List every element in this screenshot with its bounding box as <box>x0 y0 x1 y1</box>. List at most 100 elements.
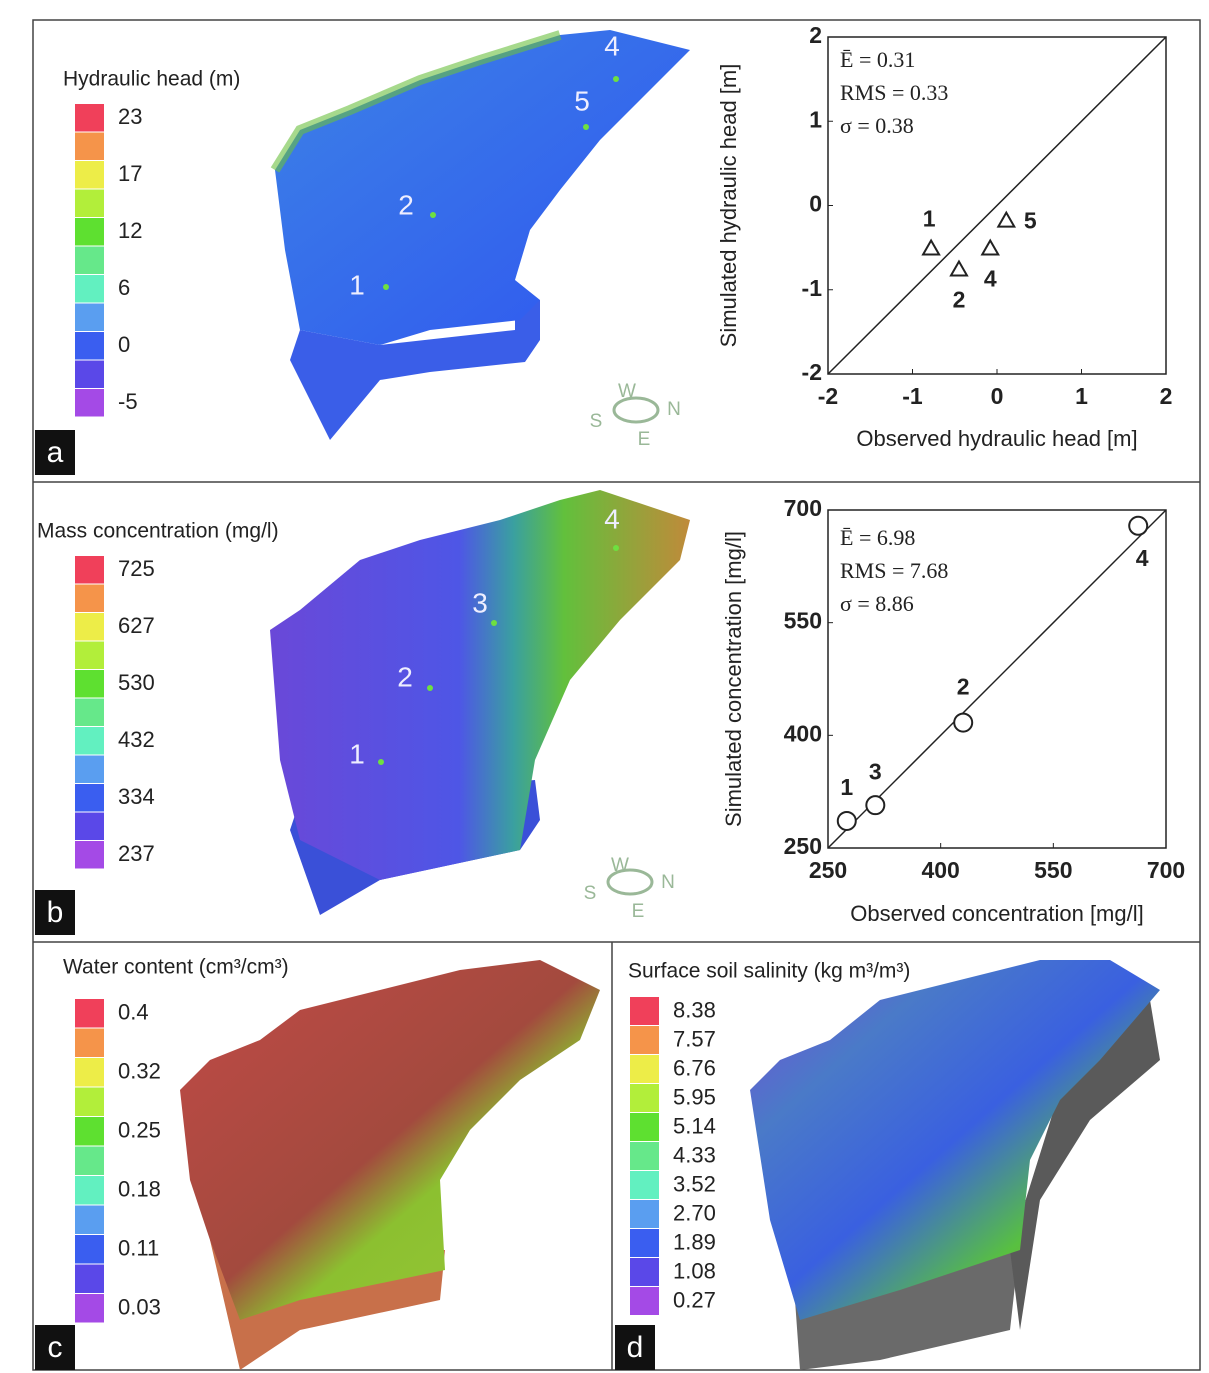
data-point <box>949 259 969 277</box>
y-axis-label: Simulated hydraulic head [m] <box>716 64 741 348</box>
legend-swatch <box>75 670 104 698</box>
terrain-map <box>270 30 690 440</box>
y-tick-label: 1 <box>809 106 822 132</box>
well-label: 4 <box>604 503 620 534</box>
stat-annotation: σ = 0.38 <box>840 113 914 138</box>
y-tick-label: 2 <box>809 22 822 48</box>
legend-swatch <box>630 1287 659 1315</box>
legend-swatch <box>75 812 104 840</box>
legend-swatch <box>75 841 104 869</box>
point-label: 2 <box>957 674 970 700</box>
terrain-map <box>270 490 690 915</box>
stat-annotation: σ = 8.86 <box>840 591 914 616</box>
well-label: 2 <box>397 661 413 692</box>
legend-label: 2.70 <box>673 1200 716 1225</box>
legend-swatch <box>75 727 104 755</box>
legend-swatch <box>75 132 104 160</box>
legend-label: 530 <box>118 670 155 695</box>
legend-label: 6 <box>118 275 130 300</box>
terrain-map <box>750 960 1160 1370</box>
legend-swatch <box>75 1028 104 1057</box>
legend-swatch <box>75 1294 104 1323</box>
legend-label: 627 <box>118 613 155 638</box>
legend-label: 432 <box>118 727 155 752</box>
legend-swatch <box>75 104 104 132</box>
legend-swatch <box>630 1084 659 1112</box>
x-tick-label: 700 <box>1147 857 1185 883</box>
terrain-map <box>180 960 600 1370</box>
legend-swatch <box>75 1087 104 1116</box>
y-axis-label: Simulated concentration [mg/l] <box>721 531 746 827</box>
well-label: 3 <box>472 587 488 618</box>
legend-label: 6.76 <box>673 1055 716 1080</box>
legend-swatch <box>630 1229 659 1257</box>
data-point <box>1128 515 1149 536</box>
x-tick-label: -1 <box>902 383 923 409</box>
data-point <box>996 210 1017 228</box>
compass-letter: E <box>638 429 651 450</box>
x-tick-label: 250 <box>809 857 847 883</box>
legend-label: 237 <box>118 841 155 866</box>
legend-swatch <box>75 1264 104 1293</box>
legend-swatch <box>75 784 104 812</box>
compass-letter: N <box>667 399 681 420</box>
well-label: 4 <box>604 30 620 61</box>
data-point <box>921 238 941 256</box>
x-tick-label: 400 <box>921 857 959 883</box>
legend-label: 0.32 <box>118 1059 161 1084</box>
legend-swatch <box>630 1258 659 1286</box>
y-tick-label: 550 <box>784 608 822 634</box>
identity-line <box>827 36 1167 375</box>
legend-swatch <box>630 1142 659 1170</box>
legend-swatch <box>75 246 104 274</box>
panel-letter-box <box>35 1325 75 1370</box>
well-label: 5 <box>574 85 590 116</box>
legend-swatch <box>75 218 104 246</box>
x-tick-label: 1 <box>1075 383 1088 409</box>
legend-label: 4.33 <box>673 1142 716 1167</box>
legend-swatch <box>75 755 104 783</box>
x-tick-label: 0 <box>991 383 1004 409</box>
legend-swatch <box>75 161 104 189</box>
legend-label: 0.25 <box>118 1118 161 1143</box>
well-label: 2 <box>398 189 414 220</box>
legend-swatch <box>75 275 104 303</box>
legend-label: 17 <box>118 161 142 186</box>
compass-letter: W <box>611 855 629 876</box>
x-tick-label: 550 <box>1034 857 1072 883</box>
point-label: 2 <box>953 287 966 313</box>
compass-icon <box>606 396 660 896</box>
legend-swatch <box>75 641 104 669</box>
y-tick-label: 250 <box>784 833 822 859</box>
legend-label: 0.27 <box>673 1287 716 1312</box>
legend-swatch <box>75 389 104 417</box>
point-label: 5 <box>1024 208 1037 234</box>
compass-letter: S <box>584 883 597 904</box>
data-point <box>953 712 974 733</box>
y-tick-label: -2 <box>802 359 822 385</box>
point-label: 4 <box>1136 545 1149 571</box>
compass-letter: S <box>590 411 603 432</box>
panel-letter: a <box>47 436 64 469</box>
legend-swatch <box>75 303 104 331</box>
legend-title: Mass concentration (mg/l) <box>37 520 279 543</box>
legend-title: Surface soil salinity (kg m³/m³) <box>628 960 910 983</box>
panel-letter: c <box>48 1331 63 1364</box>
legend-swatch <box>630 1026 659 1054</box>
legend-swatch <box>630 997 659 1025</box>
stat-annotation: Ē = 6.98 <box>840 525 915 550</box>
panel-letter-box <box>615 1325 655 1370</box>
data-point <box>836 810 857 831</box>
legend-label: 0.18 <box>118 1177 161 1202</box>
point-label: 1 <box>923 206 936 232</box>
legend-label: 7.57 <box>673 1026 716 1051</box>
legend-swatch <box>75 1117 104 1146</box>
compass-letter: N <box>661 872 675 893</box>
well-markers <box>378 76 619 765</box>
y-tick-label: 700 <box>784 495 822 521</box>
x-tick-label: 2 <box>1160 383 1173 409</box>
legend-swatch <box>630 1200 659 1228</box>
legend-swatch <box>630 1113 659 1141</box>
stat-annotation: RMS = 7.68 <box>840 558 948 583</box>
y-tick-label: -1 <box>802 275 823 301</box>
